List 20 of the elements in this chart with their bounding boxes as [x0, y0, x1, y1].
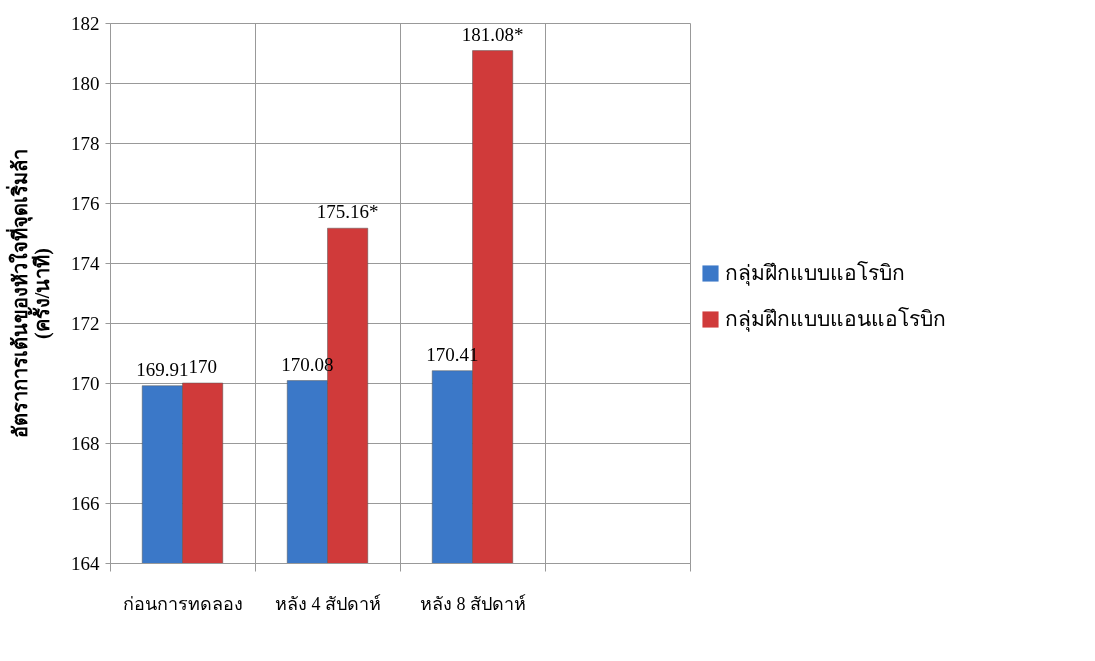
y-tick-label: 170 — [71, 372, 100, 394]
legend-label: กลุ่มฝึกแบบแอโรบิก — [725, 260, 905, 286]
data-label: 181.08* — [461, 23, 524, 45]
y-axis-title: อัตราการเต้นของหัวใจที่จุดเริ่มล้า (ครั้ง/นาที) — [5, 149, 54, 438]
legend-label: กลุ่มฝึกแบบแอนแอโรบิก — [725, 306, 946, 332]
y-tick-label: 174 — [71, 252, 100, 274]
data-label: 175.16* — [316, 201, 379, 223]
y-tick-label: 178 — [71, 132, 100, 154]
x-tick-label: ก่อนการทดลอง — [123, 593, 243, 614]
y-tick-label: 168 — [71, 432, 100, 454]
x-tick-label: หลัง 8 สัปดาห์ — [420, 593, 526, 614]
data-label: 170 — [188, 356, 217, 377]
x-tick-label: หลัง 4 สัปดาห์ — [275, 593, 381, 614]
y-tick-label: 176 — [71, 192, 100, 214]
y-tick-label: 172 — [71, 312, 100, 334]
y-tick-label: 180 — [71, 72, 100, 94]
y-tick-label: 164 — [71, 552, 100, 574]
y-tick-label: 166 — [71, 492, 100, 514]
y-tick-label: 182 — [71, 12, 100, 34]
data-label: 169.91 — [136, 358, 189, 380]
